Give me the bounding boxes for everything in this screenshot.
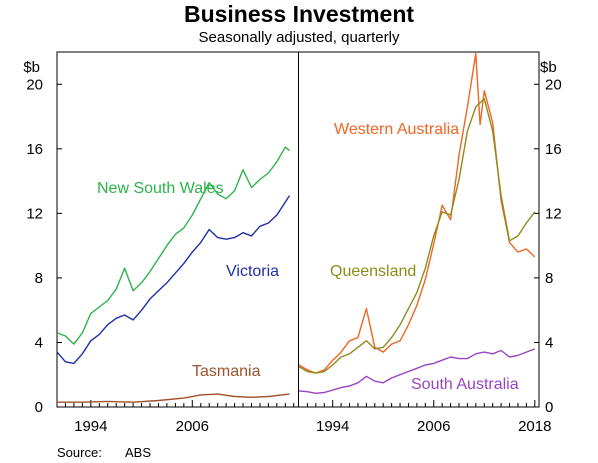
y-tick-label-left: 0 [35, 399, 43, 416]
series-line-queensland [298, 98, 536, 374]
x-tick-label: 1994 [74, 418, 107, 435]
series-label-tasmania: Tasmania [192, 363, 261, 380]
y-tick-label-left: 4 [35, 334, 43, 351]
series-line-south-australia [298, 348, 536, 394]
y-tick-label-right: 20 [545, 76, 562, 93]
series-label-queensland: Queensland [330, 263, 416, 280]
y-tick-label-left: 16 [26, 141, 43, 158]
y-tick-label-left: 8 [35, 270, 43, 287]
y-tick-label-right: 4 [545, 334, 553, 351]
y-tick-label-right: 16 [545, 141, 562, 158]
y-tick-label-right: 8 [545, 270, 553, 287]
series-lines [56, 52, 536, 403]
x-tick-label: 2006 [176, 418, 209, 435]
y-tick-label-left: 12 [26, 205, 43, 222]
y-tick-label-right: 0 [545, 399, 553, 416]
series-label-western-australia: Western Australia [334, 121, 459, 138]
series-label-new-south-wales: New South Wales [97, 180, 224, 197]
series-line-western-australia [298, 52, 536, 374]
source-label: Source: [57, 445, 102, 460]
y-tick-label-right: 12 [545, 205, 562, 222]
x-tick-label: 2006 [417, 418, 450, 435]
series-label-south-australia: South Australia [411, 376, 519, 393]
x-tick-label: 2018 [518, 418, 551, 435]
y-unit-left: $b [23, 59, 40, 76]
chart-text: $b $b 0 0 4 4 8 8 12 12 16 16 20 20 1994 2006 New Sout… [23, 59, 561, 435]
chart-subtitle: Seasonally adjusted, quarterly [198, 29, 400, 46]
y-unit-right: $b [540, 59, 557, 76]
series-line-tasmania [57, 393, 290, 403]
y-tick-label-left: 20 [26, 76, 43, 93]
axis-ticks [57, 83, 539, 408]
x-tick-label: 1994 [316, 418, 349, 435]
series-line-victoria [56, 195, 291, 365]
series-label-victoria: Victoria [226, 263, 279, 280]
source-value: ABS [125, 445, 152, 460]
chart-frame [56, 51, 540, 408]
chart-title: Business Investment [183, 1, 415, 27]
series-line-new-south-wales [56, 146, 290, 345]
